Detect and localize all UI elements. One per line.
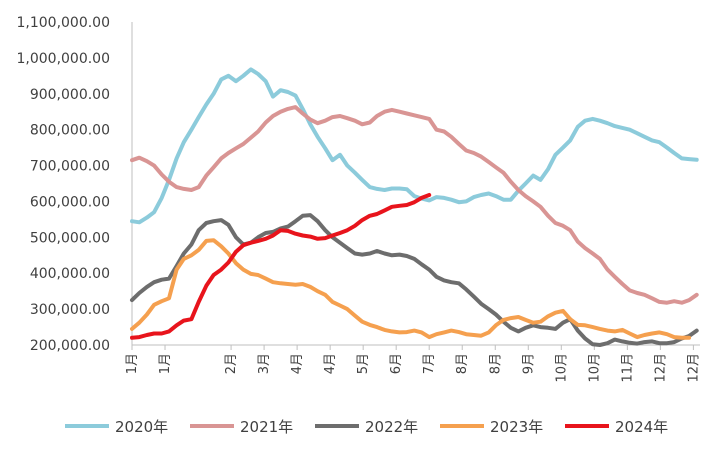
x-tick-label: 8月 [488,353,503,374]
series-line-2023 [130,238,692,340]
legend-label: 2021年 [240,418,293,436]
series-line-2020 [130,67,699,225]
legend-label: 2020年 [115,418,168,436]
series-line-2022 [130,213,699,347]
y-tick-label: 700,000.00 [30,159,110,175]
series-lines [130,67,699,347]
x-tick-label: 12月 [653,353,668,383]
series-line-2024 [130,193,432,340]
x-tick-label: 12月 [686,353,701,383]
x-tick-label: 1月 [125,353,140,374]
x-tick-label: 4月 [290,353,305,374]
y-tick-label: 500,000.00 [30,230,110,246]
series-line-2021 [130,105,699,305]
x-axis-ticks: 1月 1月 2月 3月 4月 4月 5月 6月 7月 8月 8月 9月 10月 10月 11月 12月 12月 [125,353,701,383]
legend-label: 2022年 [365,418,418,436]
y-tick-label: 300,000.00 [30,302,110,318]
y-tick-label: 1,100,000.00 [16,15,110,31]
x-axis-tickmarks [131,345,694,350]
y-axis-ticks: 200,000.00 300,000.00 400,000.00 500,000.00… [16,15,110,354]
y-tick-label: 600,000.00 [30,194,110,210]
x-tick-label: 10月 [554,353,569,383]
x-tick-label: 6月 [389,353,404,374]
x-tick-label: 7月 [422,353,437,374]
x-tick-label: 3月 [257,353,272,374]
x-tick-label: 10月 [587,353,602,383]
x-tick-label: 5月 [356,353,371,374]
y-tick-label: 800,000.00 [30,123,110,139]
x-tick-label: 1月 [158,353,173,374]
x-tick-label: 4月 [323,353,338,374]
y-tick-label: 900,000.00 [30,87,110,103]
y-tick-label: 200,000.00 [30,338,110,354]
x-tick-label: 2月 [224,353,239,374]
legend-label: 2024年 [615,418,668,436]
legend: 2020年 2021年 2022年 2023年 2024年 [65,418,668,436]
legend-label: 2023年 [490,418,543,436]
x-tick-label: 9月 [521,353,536,374]
y-tick-label: 400,000.00 [30,266,110,282]
x-tick-label: 8月 [455,353,470,374]
y-tick-label: 1,000,000.00 [16,51,110,67]
x-tick-label: 11月 [620,353,635,383]
